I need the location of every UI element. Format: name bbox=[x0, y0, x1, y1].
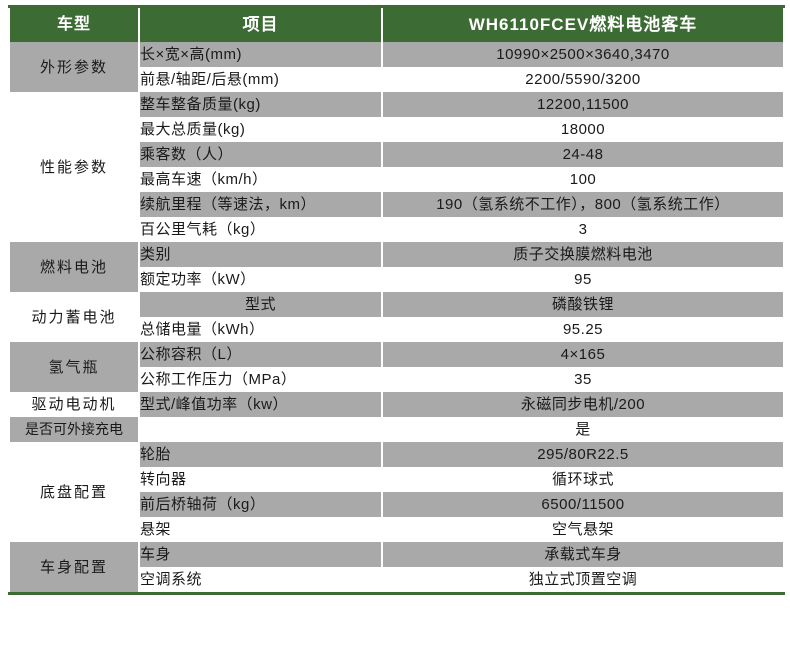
item-cell: 转向器 bbox=[138, 467, 383, 492]
column-header-category: 车型 bbox=[8, 6, 140, 42]
value-cell: 18000 bbox=[381, 117, 785, 142]
value-cell: 100 bbox=[381, 167, 785, 192]
value-cell: 循环球式 bbox=[381, 467, 785, 492]
item-cell: 长×宽×高(mm) bbox=[138, 42, 383, 67]
value-cell: 磷酸铁锂 bbox=[381, 292, 785, 317]
value-cell: 质子交换膜燃料电池 bbox=[381, 242, 785, 267]
table-row: 百公里气耗（kg） 3 bbox=[9, 217, 785, 242]
category-cell: 性能参数 bbox=[8, 92, 140, 242]
table-row: 驱动电动机 型式/峰值功率（kw） 永磁同步电机/200 bbox=[8, 392, 785, 417]
category-cell: 氢气瓶 bbox=[8, 342, 140, 392]
category-cell: 燃料电池 bbox=[8, 242, 140, 292]
table-row: 车身配置 车身 承载式车身 bbox=[8, 542, 785, 594]
table-row: 氢气瓶 公称容积（L） 4×165 bbox=[8, 342, 785, 392]
header-row: 车型 项目 WH6110FCEV燃料电池客车 bbox=[8, 6, 785, 42]
item-cell: 车身 bbox=[138, 542, 383, 567]
value-cell: 24-48 bbox=[381, 142, 785, 167]
value-cell: 2200/5590/3200 bbox=[381, 67, 785, 92]
category-cell: 外形参数 bbox=[8, 42, 140, 92]
category-cell: 是否可外接充电 bbox=[8, 417, 140, 442]
item-cell: 续航里程（等速法，km） bbox=[138, 192, 383, 217]
item-cell: 类别 bbox=[138, 242, 383, 267]
item-cell: 最大总质量(kg) bbox=[138, 117, 383, 142]
table-row: 公称工作压力（MPa） 35 bbox=[9, 367, 785, 392]
table-row: 是否可外接充电 是 bbox=[8, 417, 785, 442]
table-header: 车型 项目 WH6110FCEV燃料电池客车 bbox=[8, 6, 785, 42]
item-cell: 空调系统 bbox=[138, 567, 383, 594]
table-row: 总储电量（kWh） 95.25 bbox=[9, 317, 785, 342]
table-row: 底盘配置 轮胎 295/80R22.5 bbox=[8, 442, 785, 542]
table-row: 性能参数 整车整备质量(kg) 12200,11500 bbox=[8, 92, 785, 242]
table-row: 最高车速（km/h） 100 bbox=[9, 167, 785, 192]
table-row: 续航里程（等速法，km） 190（氢系统不工作），800（氢系统工作） bbox=[9, 192, 785, 217]
value-cell: 35 bbox=[381, 367, 785, 392]
table-row: 外形参数 长×宽×高(mm) 10990×2500×3640,3470 bbox=[8, 42, 785, 92]
value-cell: 6500/11500 bbox=[381, 492, 785, 517]
column-header-item: 项目 bbox=[138, 6, 383, 42]
item-cell: 型式/峰值功率（kw） bbox=[138, 392, 383, 417]
table-row: 最大总质量(kg) 18000 bbox=[9, 117, 785, 142]
value-cell: 295/80R22.5 bbox=[381, 442, 785, 467]
table-body: 外形参数 长×宽×高(mm) 10990×2500×3640,3470 前悬/轴距/后… bbox=[8, 42, 785, 594]
item-cell bbox=[138, 417, 383, 442]
item-cell: 轮胎 bbox=[138, 442, 383, 467]
item-cell: 百公里气耗（kg） bbox=[138, 217, 383, 242]
item-cell: 最高车速（km/h） bbox=[138, 167, 383, 192]
table-row: 空调系统 独立式顶置空调 bbox=[9, 567, 785, 594]
table-row: 前后桥轴荷（kg） 6500/11500 bbox=[9, 492, 785, 517]
item-cell: 前后桥轴荷（kg） bbox=[138, 492, 383, 517]
table-row: 转向器 循环球式 bbox=[9, 467, 785, 492]
category-cell: 动力蓄电池 bbox=[8, 292, 140, 342]
value-cell: 空气悬架 bbox=[381, 517, 785, 542]
item-cell: 悬架 bbox=[138, 517, 383, 542]
value-cell: 95.25 bbox=[381, 317, 785, 342]
value-cell: 是 bbox=[381, 417, 785, 442]
item-cell: 整车整备质量(kg) bbox=[138, 92, 383, 117]
value-cell: 10990×2500×3640,3470 bbox=[381, 42, 785, 67]
value-cell: 95 bbox=[381, 267, 785, 292]
value-cell: 3 bbox=[381, 217, 785, 242]
column-header-value: WH6110FCEV燃料电池客车 bbox=[381, 6, 785, 42]
item-cell: 额定功率（kW） bbox=[138, 267, 383, 292]
category-cell: 驱动电动机 bbox=[8, 392, 140, 417]
item-cell: 前悬/轴距/后悬(mm) bbox=[138, 67, 383, 92]
item-cell: 公称容积（L） bbox=[138, 342, 383, 367]
table-row: 前悬/轴距/后悬(mm) 2200/5590/3200 bbox=[9, 67, 785, 92]
item-cell: 型式 bbox=[138, 292, 383, 317]
vehicle-spec-table: 车型 项目 WH6110FCEV燃料电池客车 外形参数 长×宽×高(mm) 1099… bbox=[8, 5, 785, 595]
value-cell: 承载式车身 bbox=[381, 542, 785, 567]
item-cell: 总储电量（kWh） bbox=[138, 317, 383, 342]
category-cell: 底盘配置 bbox=[8, 442, 140, 542]
item-cell: 乘客数（人） bbox=[138, 142, 383, 167]
value-cell: 12200,11500 bbox=[381, 92, 785, 117]
table-row: 动力蓄电池 型式 磷酸铁锂 bbox=[8, 292, 785, 342]
table-row: 悬架 空气悬架 bbox=[9, 517, 785, 542]
value-cell: 4×165 bbox=[381, 342, 785, 367]
value-cell: 永磁同步电机/200 bbox=[381, 392, 785, 417]
value-cell: 190（氢系统不工作），800（氢系统工作） bbox=[381, 192, 785, 217]
category-cell: 车身配置 bbox=[8, 542, 140, 594]
value-cell: 独立式顶置空调 bbox=[381, 567, 785, 594]
table-row: 额定功率（kW） 95 bbox=[9, 267, 785, 292]
table-row: 燃料电池 类别 质子交换膜燃料电池 bbox=[8, 242, 785, 292]
table-row: 乘客数（人） 24-48 bbox=[9, 142, 785, 167]
item-cell: 公称工作压力（MPa） bbox=[138, 367, 383, 392]
